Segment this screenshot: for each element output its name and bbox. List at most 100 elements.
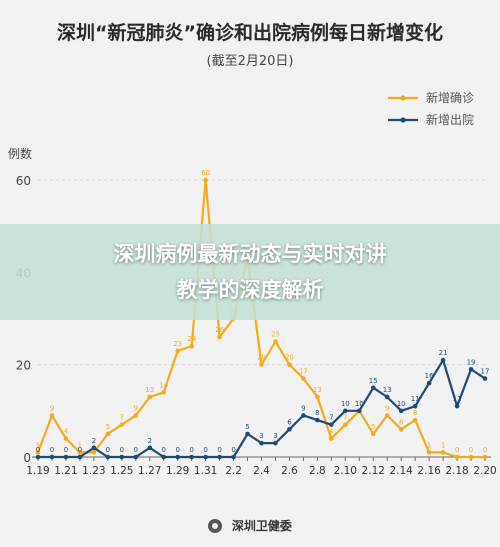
data-point-discharged [356,408,362,414]
data-label-confirmed: 0 [483,446,487,454]
data-label-discharged: 0 [36,446,40,454]
data-point-discharged [161,454,167,460]
data-label-confirmed: 13 [145,386,154,394]
data-label-confirmed: 6 [399,418,404,426]
data-label-discharged: 10 [341,400,350,408]
data-label-confirmed: 14 [159,381,168,389]
data-label-discharged: 0 [50,446,54,454]
data-point-confirmed [259,362,264,367]
legend-marker-discharged [400,117,406,123]
data-label-discharged: 21 [439,349,448,357]
data-point-discharged [398,408,404,414]
data-label-confirmed: 5 [106,423,110,431]
overlay-banner: 深圳病例最新动态与实时对讲 教学的深度解析 [0,224,500,320]
x-tick-label: 2.16 [417,465,441,477]
data-label-confirmed: 4 [329,428,334,436]
data-label-discharged: 3 [259,432,263,440]
x-tick-label: 1.29 [166,465,189,477]
data-point-confirmed [370,431,376,437]
legend-label-discharged: 新增出院 [426,112,474,127]
legend-label-confirmed: 新增确诊 [426,90,474,105]
data-point-discharged [231,454,236,460]
data-point-discharged [189,454,194,460]
data-label-confirmed: 1 [36,441,40,449]
data-point-confirmed [119,422,125,427]
data-point-discharged [384,394,390,400]
x-tick-label: 1.27 [138,465,161,477]
data-label-discharged: 11 [411,395,420,403]
data-point-confirmed [301,376,306,381]
data-label-confirmed: 7 [343,414,347,422]
x-tick-label: 2.18 [445,465,468,477]
data-label-discharged: 0 [134,446,138,454]
data-point-discharged [245,431,250,437]
banner-text: 深圳病例最新动态与实时对讲 教学的深度解析 [0,236,500,308]
data-point-discharged [35,454,41,460]
data-label-confirmed: 20 [285,354,294,362]
data-point-confirmed [217,334,222,340]
data-label-confirmed: 25 [271,331,280,339]
data-label-confirmed: 23 [173,340,182,348]
data-label-discharged: 5 [245,423,249,431]
data-point-discharged [440,357,446,363]
data-label-discharged: 15 [369,377,378,385]
data-point-discharged [63,454,69,460]
data-point-discharged [77,454,83,460]
data-point-confirmed [63,436,69,441]
x-tick-label: 1.19 [26,465,49,477]
footer-source: 深圳卫健委 [231,519,292,533]
data-label-confirmed: 5 [371,423,375,431]
data-point-confirmed [105,431,111,437]
data-label-discharged: 9 [301,404,305,412]
data-label-discharged: 0 [106,446,110,454]
data-point-confirmed [468,454,474,460]
y-axis-label: 例数 [8,146,32,161]
data-label-confirmed: 1 [78,441,82,449]
banner-line-2: 教学的深度解析 [176,278,324,302]
data-point-discharged [133,454,139,460]
data-label-confirmed: 1 [427,441,431,449]
data-point-confirmed [315,394,320,400]
data-point-discharged [91,445,97,451]
data-point-confirmed [398,427,404,432]
data-point-confirmed [35,450,41,455]
data-label-confirmed: 0 [469,446,473,454]
x-tick-label: 1.23 [82,465,105,477]
data-label-discharged: 0 [231,446,235,454]
data-label-discharged: 0 [203,446,207,454]
data-point-confirmed [147,394,153,400]
data-point-discharged [147,445,153,451]
data-point-discharged [175,454,180,460]
data-point-confirmed [454,454,460,460]
data-label-discharged: 13 [383,386,392,394]
data-point-discharged [482,376,488,381]
data-point-discharged [343,408,348,414]
data-point-confirmed [161,390,167,395]
data-label-discharged: 2 [148,437,152,445]
data-label-confirmed: 17 [299,368,308,376]
data-label-confirmed: 4 [64,428,69,436]
data-point-confirmed [91,450,97,455]
data-label-confirmed: 26 [215,326,224,334]
data-label-confirmed: 9 [134,404,138,412]
data-point-confirmed [133,413,139,418]
chart-title: 深圳“新冠肺炎”确诊和出院病例每日新增变化 [57,22,443,44]
y-tick-label: 60 [16,174,31,188]
data-point-confirmed [329,436,334,441]
x-tick-label: 2.20 [473,465,496,477]
data-point-discharged [315,417,320,423]
x-tick-label: 1.31 [194,465,217,477]
data-point-confirmed [482,454,488,460]
data-point-discharged [468,366,474,372]
health-commission-logo-icon [208,518,223,533]
data-point-discharged [105,454,111,460]
data-point-discharged [49,454,55,460]
data-point-confirmed [49,413,55,418]
data-label-discharged: 7 [329,414,333,422]
x-tick-label: 2.10 [334,465,357,477]
data-label-discharged: 8 [315,409,319,417]
data-label-confirmed: 24 [187,335,196,343]
x-tick-label: 2.2 [225,465,242,477]
